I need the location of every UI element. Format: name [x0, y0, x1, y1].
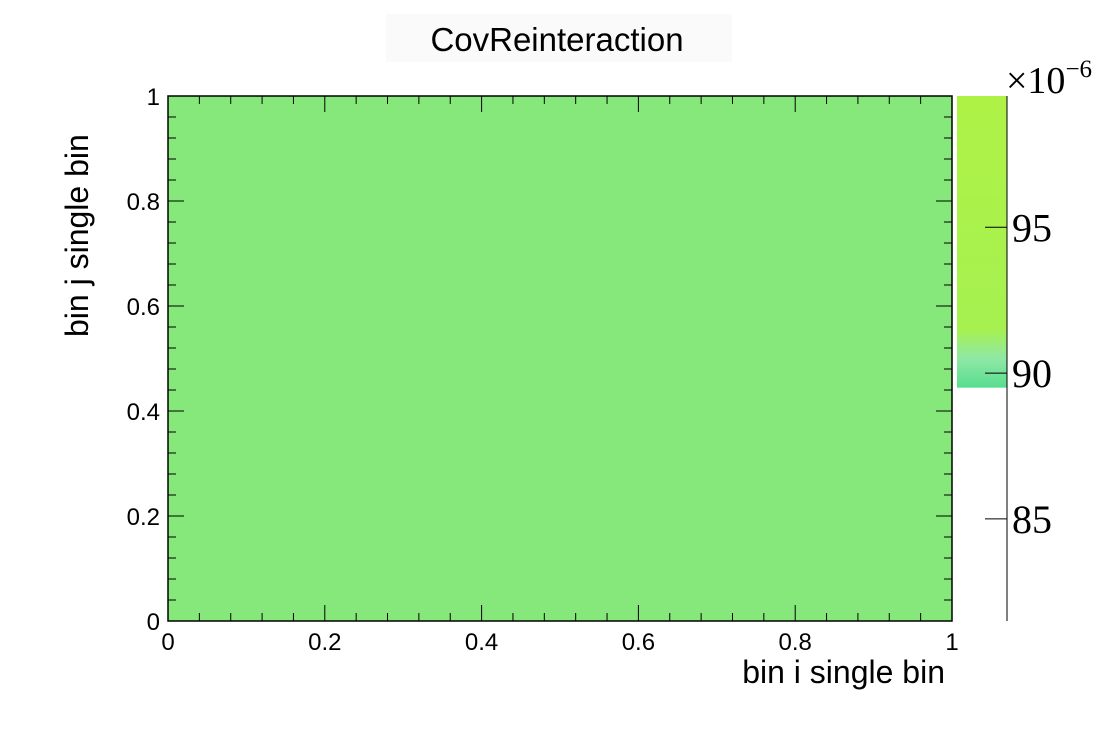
x-axis-label: bin i single bin — [742, 654, 945, 690]
x-tick-label: 0.8 — [779, 629, 812, 656]
colorbar-tick-label: 95 — [1012, 205, 1052, 250]
colorbar-multiplier: ×10−6 — [1006, 56, 1092, 102]
y-tick-label: 0 — [147, 609, 160, 636]
colorbar-tick-label: 90 — [1012, 351, 1052, 396]
x-tick-label: 1 — [945, 629, 958, 656]
title-box — [386, 14, 732, 62]
x-tick-label: 0.4 — [465, 629, 498, 656]
y-tick-label: 0.8 — [127, 189, 160, 216]
x-tick-label: 0.6 — [622, 629, 655, 656]
colorbar: 85 90 95 — [957, 96, 1052, 621]
chart-title: CovReinteraction — [430, 21, 683, 58]
x-tick-label: 0 — [161, 629, 174, 656]
y-tick-label: 0.6 — [127, 294, 160, 321]
plot-area — [167, 95, 953, 622]
y-axis: 0 0.2 0.4 0.6 0.8 1 — [127, 84, 952, 636]
colorbar-fill — [957, 96, 1007, 388]
y-tick-label: 1 — [147, 84, 160, 111]
colorbar-exponent: −6 — [1065, 56, 1092, 83]
colorbar-multiplier-base: ×10 — [1006, 60, 1065, 102]
x-tick-label: 0.2 — [308, 629, 341, 656]
y-tick-label: 0.2 — [127, 504, 160, 531]
plot-frame — [167, 95, 953, 622]
heatmap-cell-0 — [168, 96, 952, 621]
y-axis-label: bin j single bin — [59, 134, 95, 337]
colorbar-tick-label: 85 — [1012, 497, 1052, 542]
y-tick-label: 0.4 — [127, 399, 160, 426]
x-axis: 0 0.2 0.4 0.6 0.8 1 — [161, 96, 959, 656]
